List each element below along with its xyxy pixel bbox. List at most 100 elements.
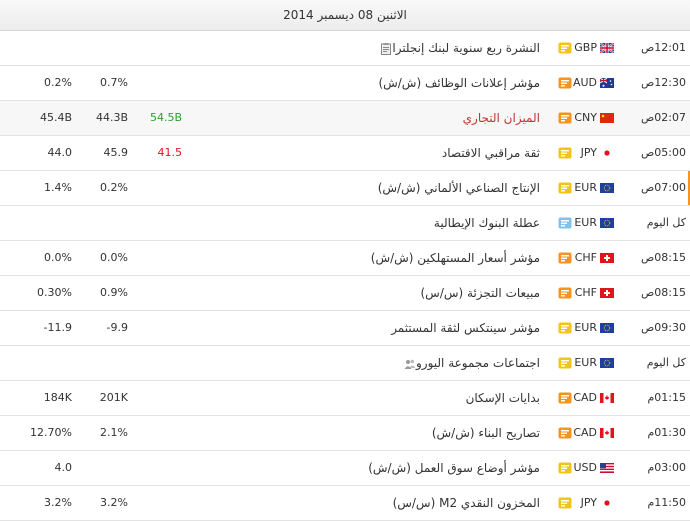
event-label[interactable]: مبيعات التجزئة (س/س) (420, 286, 541, 300)
eu-flag-icon (600, 183, 614, 193)
event-label[interactable]: عطلة البنوك الإيطالية (433, 216, 540, 230)
currency-code: GBP (574, 41, 597, 54)
currency-code: EUR (574, 181, 597, 194)
forecast-value: 0.0% (100, 251, 128, 264)
event-name[interactable]: النشرة ربع سنوية لبنك إنجلترا (200, 31, 540, 65)
previous-value: 12.70% (30, 426, 72, 439)
event-name[interactable]: مؤشر سينتكس لثقة المستثمر (200, 311, 540, 345)
event-label[interactable]: مؤشر أوضاع سوق العمل (ش/ش) (368, 461, 540, 475)
currency-code: CHF (574, 251, 597, 264)
event-name[interactable]: ثقة مراقبي الاقتصاد (200, 136, 540, 170)
event-time: كل اليوم (646, 216, 686, 229)
event-time: 02:07ص (640, 111, 686, 124)
event-name[interactable]: المخزون النقدي M2 (س/س) (200, 486, 540, 520)
previous-value: 44.0 (47, 146, 73, 159)
event-row[interactable]: 01:15م CAD بدايات الإسكان 201K 184K (0, 381, 690, 416)
event-name[interactable]: اجتماعات مجموعة اليورو (200, 346, 540, 380)
previous-value (10, 206, 72, 240)
event-currency: EUR (564, 346, 614, 380)
event-label[interactable]: النشرة ربع سنوية لبنك إنجلترا (392, 41, 540, 55)
event-name[interactable]: الإنتاج الصناعي الألماني (ش/ش) (200, 171, 540, 205)
event-currency: EUR (564, 171, 614, 205)
actual-value (120, 206, 182, 240)
event-name[interactable]: الميزان التجاري (200, 101, 540, 135)
event-name[interactable]: مبيعات التجزئة (س/س) (200, 276, 541, 310)
event-row[interactable]: 05:00ص JPY ثقة مراقبي الاقتصاد 41.5 45.9 44.0 (0, 136, 690, 171)
actual-value (120, 381, 182, 415)
event-label[interactable]: ثقة مراقبي الاقتصاد (441, 146, 540, 160)
currency-code: USD (573, 461, 597, 474)
event-row[interactable]: 12:01ص GBP النشرة ربع سنوية لبنك إنجلترا (0, 31, 690, 66)
actual-value (120, 31, 182, 65)
currency-code: EUR (574, 216, 597, 229)
impact-medium-icon (557, 451, 573, 485)
event-label[interactable]: المخزون النقدي M2 (س/س) (392, 496, 540, 510)
forecast-value: 44.3B (95, 111, 128, 124)
previous-value: 0.2% (44, 76, 72, 89)
impact-medium-icon (557, 171, 573, 205)
event-label[interactable]: اجتماعات مجموعة اليورو (415, 356, 540, 370)
event-name[interactable]: مؤشر أوضاع سوق العمل (ش/ش) (200, 451, 540, 485)
cn-flag-icon (600, 113, 614, 123)
date-title: الاثنين 08 ديسمبر 2014 (283, 8, 407, 22)
event-currency: AUD (564, 66, 614, 100)
actual-value (120, 346, 182, 380)
event-currency: EUR (564, 311, 614, 345)
currency-code: CAD (573, 426, 597, 439)
event-time: 01:15م (647, 391, 686, 404)
event-row[interactable]: 12:30ص AUD مؤشر إعلانات الوظائف (ش/ش) 0.7% 0… (0, 66, 690, 101)
event-currency: USD (564, 451, 614, 485)
impact-high-icon (557, 101, 573, 135)
event-currency: CAD (564, 416, 614, 450)
previous-value (10, 31, 72, 65)
event-label[interactable]: مؤشر سينتكس لثقة المستثمر (391, 321, 540, 335)
actual-value (120, 276, 182, 310)
event-row[interactable]: كل اليوم EUR عطلة البنوك الإيطالية (0, 206, 690, 241)
event-currency: CHF (564, 276, 614, 310)
event-name[interactable]: مؤشر إعلانات الوظائف (ش/ش) (200, 66, 540, 100)
previous-value: 4.0 (54, 461, 73, 474)
event-row[interactable]: كل اليوم EUR اجتماعات مجموعة اليورو (0, 346, 690, 381)
actual-value (120, 486, 182, 520)
forecast-value: 201K (99, 391, 128, 404)
actual-value (120, 451, 182, 485)
event-time: 07:00ص (640, 181, 686, 194)
event-name[interactable]: تصاريح البناء (ش/ش) (200, 416, 540, 450)
event-time: 01:30م (647, 426, 686, 439)
previous-value: 0.0% (44, 251, 72, 264)
event-row[interactable]: 03:00م USD مؤشر أوضاع سوق العمل (ش/ش) 4.0 (0, 451, 690, 486)
event-label[interactable]: مؤشر إعلانات الوظائف (ش/ش) (378, 76, 540, 90)
events-list: 12:01ص GBP النشرة ربع سنوية لبنك إنجلترا 12… (0, 31, 690, 521)
event-row[interactable]: 08:15ص CHF مؤشر أسعار المستهلكين (ش/ش) 0.0%… (0, 241, 690, 276)
impact-high-icon (557, 276, 573, 310)
event-label[interactable]: الميزان التجاري (462, 111, 540, 125)
actual-value (120, 66, 182, 100)
event-row[interactable]: 11:50م JPY المخزون النقدي M2 (س/س) 3.2% 3.2% (0, 486, 690, 521)
jp-flag-icon (600, 498, 614, 508)
event-label[interactable]: تصاريح البناء (ش/ش) (431, 426, 540, 440)
event-currency: GBP (564, 31, 614, 65)
event-row[interactable]: 07:00ص EUR الإنتاج الصناعي الألماني (ش/ش) 0… (0, 171, 690, 206)
event-name[interactable]: مؤشر أسعار المستهلكين (ش/ش) (200, 241, 540, 275)
eu-flag-icon (600, 323, 614, 333)
event-row[interactable]: 09:30ص EUR مؤشر سينتكس لثقة المستثمر -9.9 -1… (0, 311, 690, 346)
ca-flag-icon (600, 393, 614, 403)
impact-medium-icon (557, 31, 573, 65)
impact-medium-icon (557, 486, 573, 520)
gb-flag-icon (600, 43, 614, 53)
event-label[interactable]: الإنتاج الصناعي الألماني (ش/ش) (377, 181, 540, 195)
event-row[interactable]: 02:07ص CNY الميزان التجاري 54.5B 44.3B 45.4B (0, 101, 690, 136)
event-time: 09:30ص (640, 321, 686, 334)
event-name[interactable]: بدايات الإسكان (200, 381, 540, 415)
impact-high-icon (557, 66, 573, 100)
event-name[interactable]: عطلة البنوك الإيطالية (200, 206, 540, 240)
event-row[interactable]: 08:15ص CHF مبيعات التجزئة (س/س) 0.9% 0.30% (0, 276, 690, 311)
event-label[interactable]: مؤشر أسعار المستهلكين (ش/ش) (370, 251, 540, 265)
jp-flag-icon (600, 148, 614, 158)
actual-value (120, 241, 182, 275)
event-label[interactable]: بدايات الإسكان (465, 391, 540, 405)
currency-code: CHF (574, 286, 597, 299)
eu-flag-icon (600, 218, 614, 228)
event-row[interactable]: 01:30م CAD تصاريح البناء (ش/ش) 2.1% 12.70% (0, 416, 690, 451)
previous-value: 45.4B (39, 111, 72, 124)
